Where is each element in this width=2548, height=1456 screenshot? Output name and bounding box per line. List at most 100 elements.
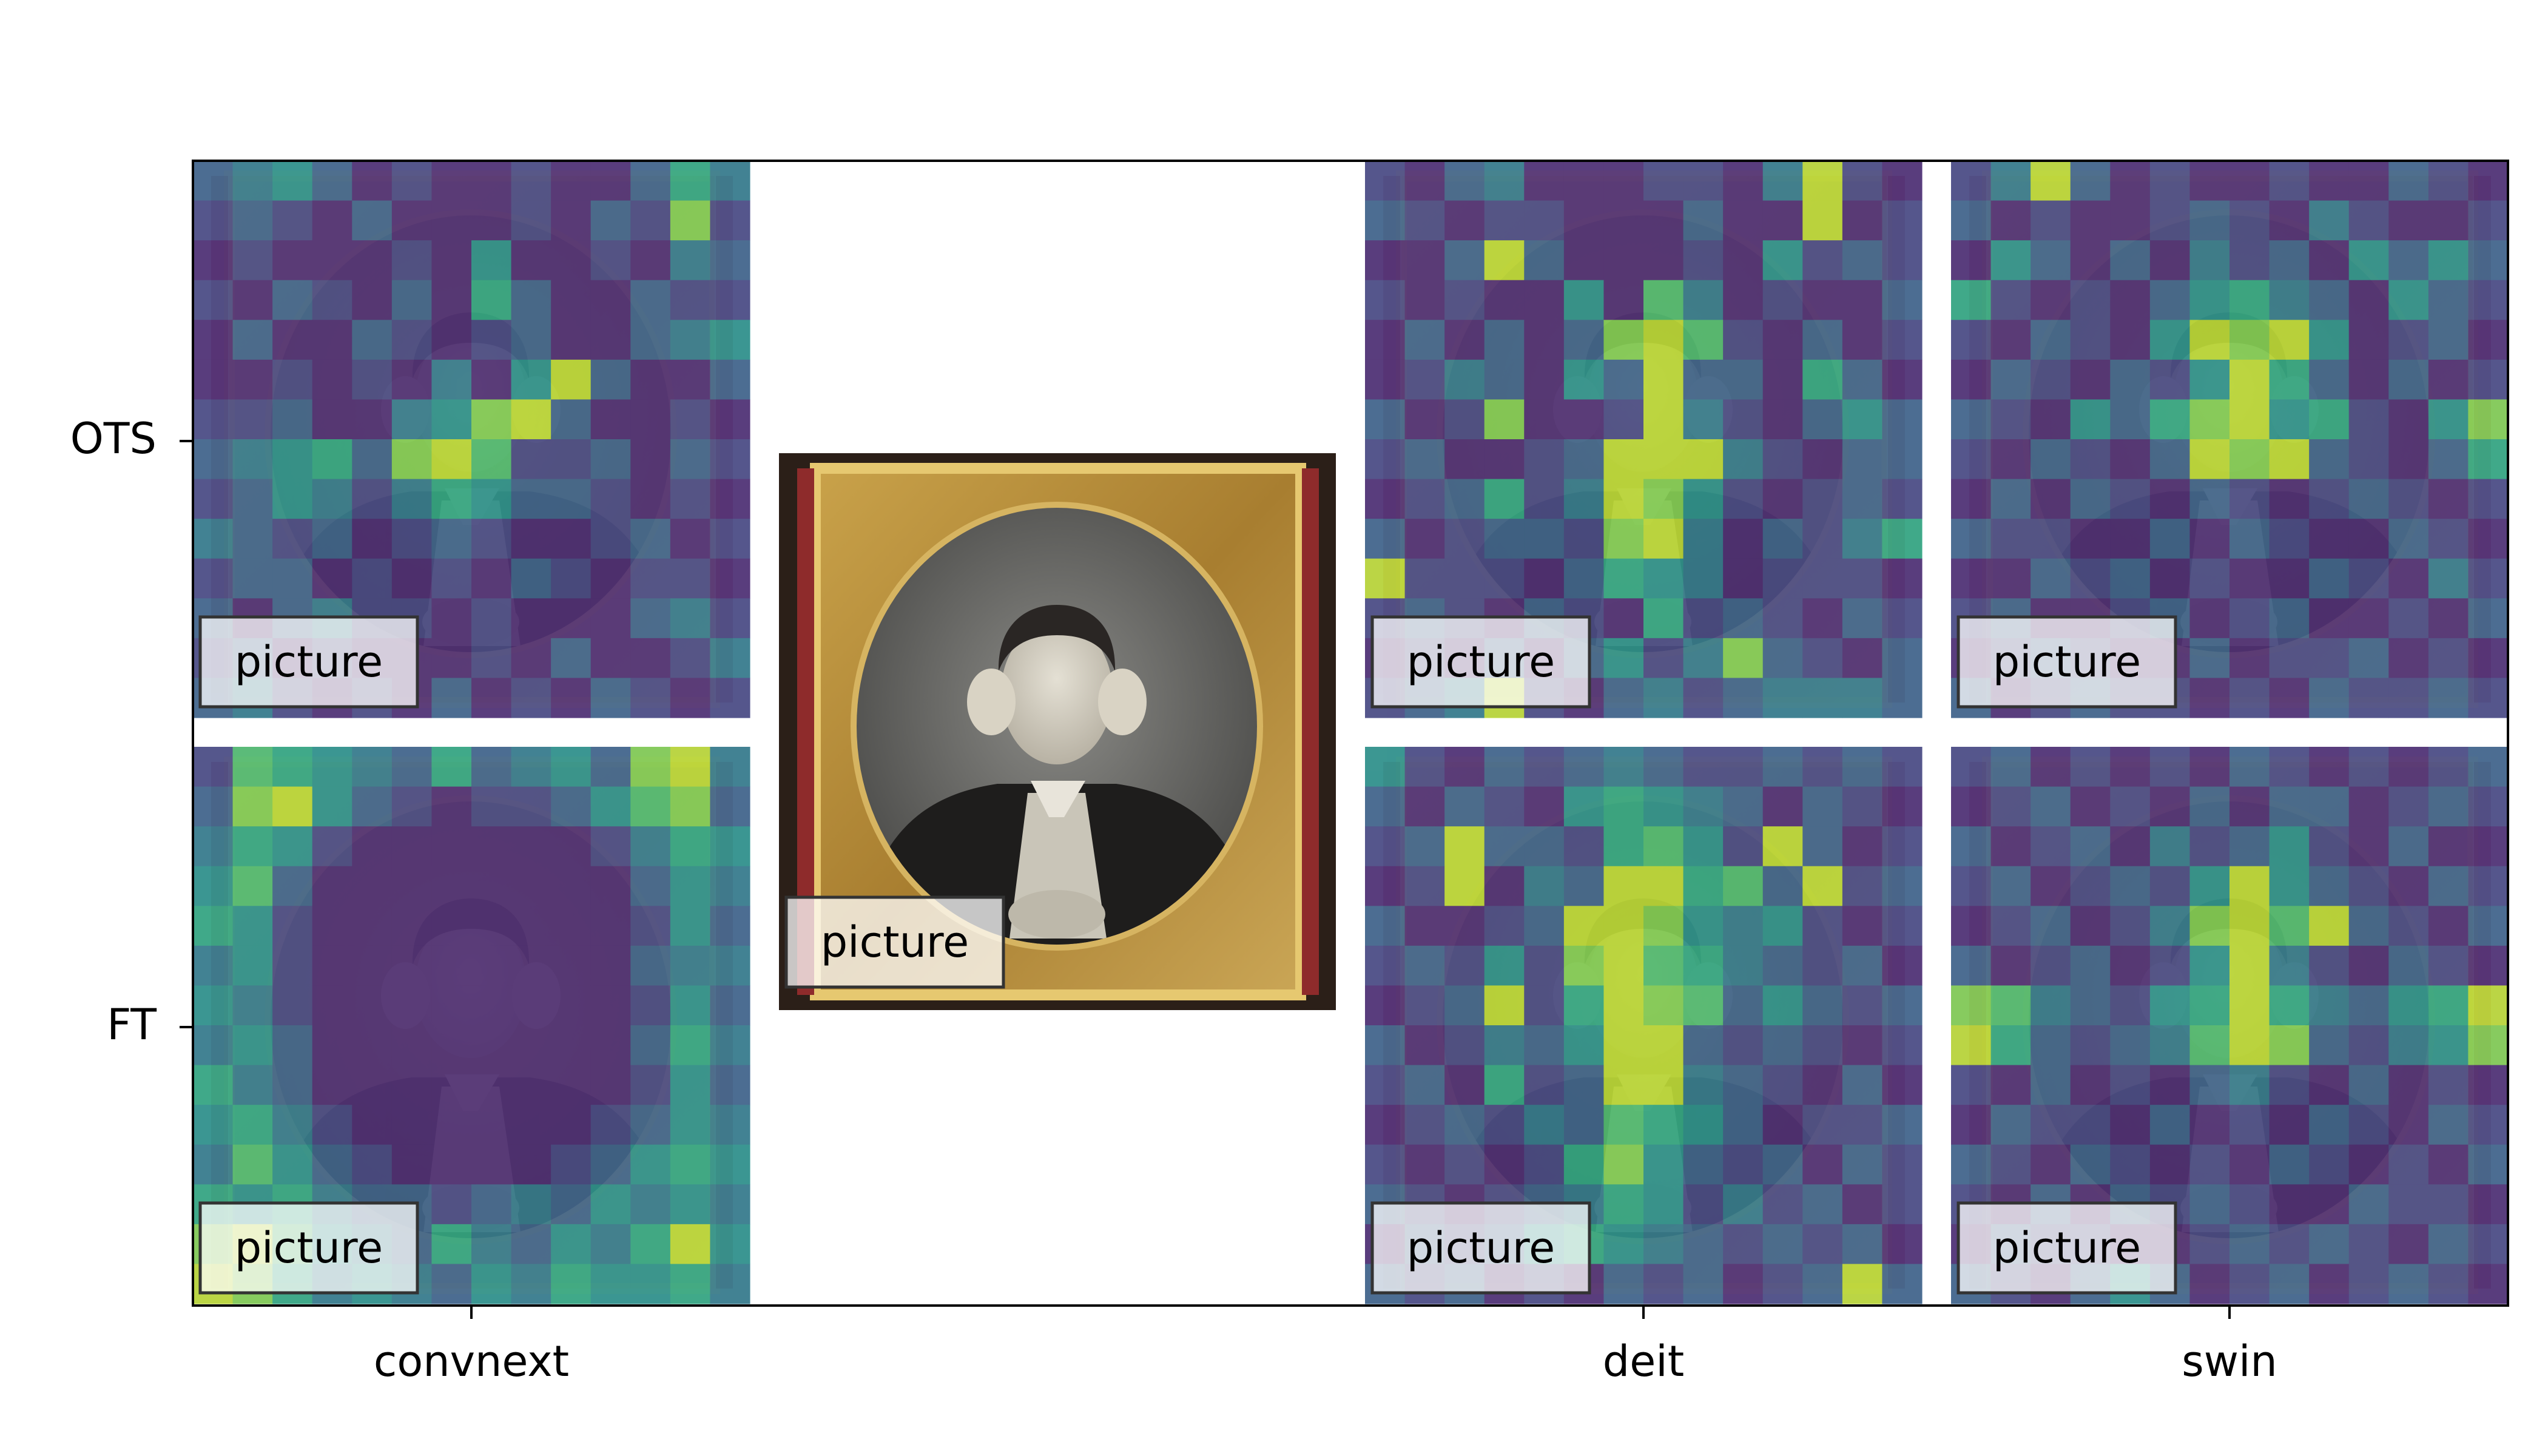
heatmap-cell: [2468, 826, 2509, 867]
heatmap-cell: [2031, 479, 2071, 519]
heatmap-cell: [2468, 1224, 2509, 1265]
heatmap-cell: [630, 439, 671, 480]
heatmap-cell: [1951, 866, 1992, 906]
heatmap-cell: [710, 519, 750, 559]
heatmap-cell: [2468, 161, 2509, 201]
heatmap-cell: [1723, 439, 1764, 480]
heatmap-cell: [511, 399, 551, 440]
heatmap-cell: [1762, 826, 1803, 867]
heatmap-cell: [1683, 1144, 1724, 1185]
heatmap-cell: [1524, 359, 1565, 400]
heatmap-cell: [1603, 866, 1644, 906]
heatmap-cell: [2428, 1025, 2469, 1066]
heatmap-cell: [1951, 320, 1992, 360]
heatmap-cell: [431, 866, 472, 906]
x-tick-label-convnext: convnext: [374, 1336, 569, 1386]
heatmap-cell: [352, 1065, 393, 1105]
heatmap-cell: [1603, 161, 1644, 201]
heatmap-cell: [391, 1105, 433, 1145]
heatmap-cell: [272, 558, 313, 599]
heatmap-cell: [193, 985, 234, 1026]
heatmap-cell: [2189, 638, 2230, 679]
heatmap-cell: [1882, 1065, 1923, 1105]
heatmap-cell: [2269, 1144, 2310, 1185]
heatmap-cell: [2309, 161, 2350, 201]
heatmap-cell: [2031, 906, 2071, 946]
heatmap-cell: [1404, 1025, 1445, 1066]
heatmap-cell: [1563, 1144, 1605, 1185]
y-tick-label-ots: OTS: [70, 414, 157, 463]
heatmap-cell: [2110, 359, 2151, 400]
heatmap-cell: [2348, 519, 2389, 559]
heatmap-cell: [2230, 200, 2270, 241]
heatmap-cell: [710, 479, 750, 519]
heatmap-cell: [2149, 558, 2191, 599]
heatmap-cell: [352, 240, 393, 281]
heatmap-cell: [2230, 1025, 2270, 1066]
heatmap-cell: [232, 439, 273, 480]
heatmap-cell: [2189, 786, 2230, 827]
heatmap-cell: [2110, 826, 2151, 867]
heatmap-cell: [193, 1144, 234, 1185]
heatmap-cell: [1643, 866, 1684, 906]
heatmap-cell: [1643, 479, 1684, 519]
heatmap-cell: [2070, 747, 2111, 787]
heatmap-cell: [1603, 1264, 1644, 1304]
heatmap-cell: [2189, 280, 2230, 320]
heatmap-cell: [2468, 866, 2509, 906]
heatmap-cell: [2070, 1144, 2111, 1185]
heatmap-cell: [630, 479, 671, 519]
heatmap-cell: [431, 399, 472, 440]
heatmap-cell: [1882, 479, 1923, 519]
heatmap-cell: [710, 280, 750, 320]
heatmap-cell: [2428, 598, 2469, 639]
heatmap-cell: [312, 786, 352, 827]
heatmap-cell: [2468, 200, 2509, 241]
heatmap-cell: [1990, 906, 2031, 946]
heatmap-cell: [1762, 280, 1803, 320]
heatmap-cell: [272, 985, 313, 1026]
heatmap-cell: [551, 200, 592, 241]
heatmap-cell: [1603, 747, 1644, 787]
heatmap-cell: [2070, 1105, 2111, 1145]
heatmap-cell: [1762, 399, 1803, 440]
heatmap-cell: [1524, 1065, 1565, 1105]
heatmap-cell: [1990, 479, 2031, 519]
heatmap-cell: [2149, 399, 2191, 440]
heatmap-cell: [1365, 945, 1406, 986]
heatmap-cell: [1643, 638, 1684, 679]
heatmap-cell: [590, 1144, 631, 1185]
heatmap-cell: [511, 638, 551, 679]
heatmap-cell: [511, 1105, 551, 1145]
heatmap-cell: [630, 678, 671, 718]
heatmap-cell: [471, 200, 512, 241]
heatmap-cell: [2110, 479, 2151, 519]
heatmap-cell: [2149, 280, 2191, 320]
heatmap-cell: [1484, 985, 1525, 1026]
heatmap-cell: [1762, 1105, 1803, 1145]
heatmap-cell: [2149, 161, 2191, 201]
heatmap-cell: [1882, 1144, 1923, 1185]
heatmap-cell: [232, 747, 273, 787]
heatmap-cell: [1762, 320, 1803, 360]
heatmap-cell: [1990, 985, 2031, 1026]
panel-caption: picture: [235, 637, 383, 687]
heatmap-cell: [1842, 519, 1883, 559]
heatmap-cell: [2428, 161, 2469, 201]
heatmap-cell: [551, 240, 592, 281]
heatmap-cell: [1802, 200, 1843, 241]
heatmap-cell: [2468, 479, 2509, 519]
heatmap-cell: [232, 161, 273, 201]
heatmap-cell: [2309, 638, 2350, 679]
heatmap-cell: [2149, 479, 2191, 519]
heatmap-cell: [670, 1065, 711, 1105]
heatmap-cell: [391, 1025, 433, 1066]
heatmap-cell: [2468, 1264, 2509, 1304]
heatmap-cell: [551, 1144, 592, 1185]
heatmap-cell: [1723, 200, 1764, 241]
heatmap-cell: [2428, 479, 2469, 519]
heatmap-cell: [710, 906, 750, 946]
heatmap-cell: [1484, 399, 1525, 440]
heatmap-cell: [2428, 866, 2469, 906]
heatmap-cell: [2031, 240, 2071, 281]
